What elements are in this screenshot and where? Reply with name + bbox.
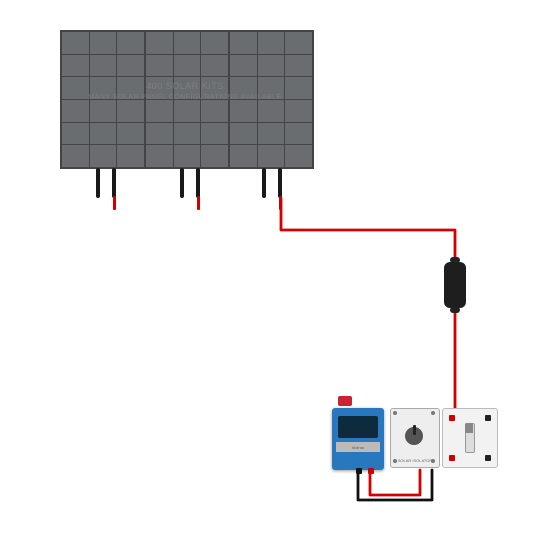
breaker-switch[interactable] — [465, 423, 475, 453]
solar-cell — [230, 77, 257, 99]
solar-cell — [146, 32, 173, 54]
pos-indicator-2 — [279, 196, 282, 210]
breaker-terminal-neg-1 — [485, 415, 491, 421]
solar-cell — [201, 145, 228, 167]
solar-cell — [230, 145, 257, 167]
solar-cell — [62, 55, 89, 77]
solar-cell — [62, 100, 89, 122]
isolator-screw — [431, 411, 435, 415]
mc4-neg-1 — [180, 168, 184, 198]
charge-controller: Victron — [332, 408, 384, 470]
solar-panel — [230, 32, 312, 167]
solar-cell — [146, 100, 173, 122]
solar-cell — [230, 55, 257, 77]
solar-cell — [174, 145, 201, 167]
solar-cell — [258, 77, 285, 99]
solar-cell — [285, 145, 312, 167]
dc-breaker — [442, 408, 498, 468]
solar-cell — [285, 32, 312, 54]
solar-cell — [285, 55, 312, 77]
solar-cell — [230, 123, 257, 145]
solar-cell — [90, 123, 117, 145]
breaker-terminal-pos-0 — [449, 415, 455, 421]
solar-cell — [117, 77, 144, 99]
controller-neg-terminal — [356, 468, 362, 474]
solar-cell — [230, 32, 257, 54]
solar-cell — [285, 77, 312, 99]
pv-junction-box — [444, 262, 466, 308]
controller-neg-wire — [358, 470, 432, 500]
solar-cell — [258, 32, 285, 54]
solar-cell — [258, 55, 285, 77]
solar-cell — [201, 77, 228, 99]
solar-cell — [146, 123, 173, 145]
solar-isolator: SOLAR ISOLATOR — [390, 408, 440, 468]
solar-cell — [174, 100, 201, 122]
solar-cell — [146, 77, 173, 99]
junction-bottom — [450, 307, 460, 313]
solar-cell — [201, 123, 228, 145]
solar-cell — [62, 32, 89, 54]
solar-cell — [258, 123, 285, 145]
solar-cell — [90, 100, 117, 122]
controller-pos-wire — [370, 470, 420, 495]
solar-cell — [117, 32, 144, 54]
breaker-terminal-neg-3 — [485, 455, 491, 461]
solar-cell — [90, 145, 117, 167]
mc4-pos-0 — [112, 168, 116, 198]
isolator-screw — [393, 411, 397, 415]
mc4-pos-2 — [278, 168, 282, 198]
solar-cell — [201, 55, 228, 77]
inline-fuse — [338, 396, 352, 406]
solar-cell — [174, 32, 201, 54]
controller-label: Victron — [336, 442, 380, 452]
solar-panel-array — [60, 30, 314, 169]
solar-cell — [201, 32, 228, 54]
solar-cell — [174, 55, 201, 77]
solar-cell — [258, 145, 285, 167]
solar-cell — [117, 100, 144, 122]
solar-cell — [90, 32, 117, 54]
solar-cell — [117, 123, 144, 145]
pos-indicator-0 — [113, 196, 116, 210]
isolator-label: SOLAR ISOLATOR — [391, 458, 439, 463]
solar-panel — [62, 32, 146, 167]
solar-cell — [285, 123, 312, 145]
junction-top — [450, 257, 460, 263]
solar-cell — [174, 123, 201, 145]
solar-cell — [90, 55, 117, 77]
solar-cell — [62, 77, 89, 99]
controller-pos-terminal — [368, 468, 374, 474]
mc4-pos-1 — [196, 168, 200, 198]
solar-cell — [146, 55, 173, 77]
solar-cell — [285, 100, 312, 122]
solar-cell — [117, 55, 144, 77]
breaker-terminal-pos-2 — [449, 455, 455, 461]
mc4-neg-2 — [262, 168, 266, 198]
solar-cell — [201, 100, 228, 122]
solar-cell — [146, 145, 173, 167]
mc4-neg-0 — [96, 168, 100, 198]
solar-cell — [62, 145, 89, 167]
solar-cell — [230, 100, 257, 122]
solar-cell — [174, 77, 201, 99]
isolator-dial[interactable] — [405, 427, 423, 445]
solar-panel — [146, 32, 230, 167]
solar-cell — [117, 145, 144, 167]
solar-cell — [90, 77, 117, 99]
solar-cell — [258, 100, 285, 122]
solar-cell — [62, 123, 89, 145]
pos-indicator-1 — [197, 196, 200, 210]
controller-screen — [338, 416, 378, 438]
